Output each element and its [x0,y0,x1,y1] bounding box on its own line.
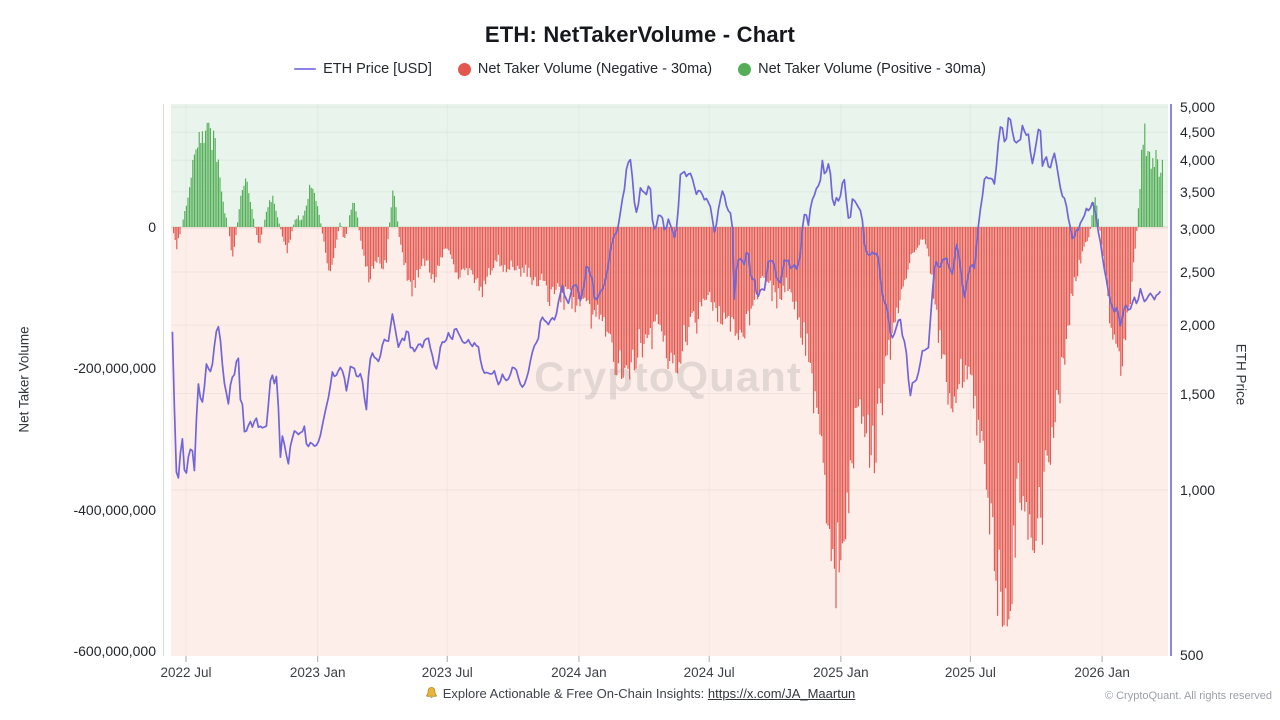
left-axis-tick-label: 0 [148,219,156,235]
right-axis-tick-label: 500 [1180,647,1204,663]
legend-item-negative-volume[interactable]: Net Taker Volume (Negative - 30ma) [457,61,713,77]
line-swatch-icon [294,68,317,70]
bell-icon [425,686,438,703]
right-axis-tick-label: 3,000 [1180,220,1216,237]
green-dot-icon [738,62,752,76]
x-axis-tick-label: 2022 Jul [160,665,212,680]
x-axis-tick-label: 2024 Jan [551,665,607,680]
page-title: ETH: NetTakerVolume - Chart [484,22,796,47]
x-axis-tick-label: 2024 Jul [683,665,735,680]
negative-volume-bars [173,227,1138,627]
legend-item-eth-price[interactable]: ETH Price [USD] [294,61,432,77]
legend-label-negative-volume: Net Taker Volume (Negative - 30ma) [477,61,713,77]
positive-zone-background [171,104,1168,227]
right-axis-tick-label: 1,000 [1180,482,1216,499]
red-dot-icon [457,62,471,76]
legend: ETH Price [USD] Net Taker Volume (Negati… [0,61,1280,77]
x-axis-tick-label: 2026 Jan [1074,665,1130,680]
cryptoquant-watermark: CryptoQuant [534,353,802,400]
right-axis-tick-label: 2,500 [1180,263,1216,280]
copyright-notice: © CryptoQuant. All rights reserved [1104,690,1272,702]
legend-label-eth-price: ETH Price [USD] [323,61,432,77]
legend-item-positive-volume[interactable]: Net Taker Volume (Positive - 30ma) [738,61,986,77]
x-axis-tick-label: 2023 Jan [289,665,346,680]
right-axis-tick-label: 4,000 [1180,152,1216,169]
positive-volume-bars [182,122,1163,227]
left-axis-tick-label: -600,000,000 [73,642,156,659]
right-axis-tick-label: 4,500 [1180,124,1216,141]
legend-label-positive-volume: Net Taker Volume (Positive - 30ma) [758,61,986,77]
right-axis-tick-label: 5,000 [1180,99,1216,115]
right-axis-tick-label: 2,000 [1180,317,1216,334]
eth-price-line [171,117,1162,479]
footer-promo: Explore Actionable & Free On-Chain Insig… [0,686,1280,703]
x-axis-tick-label: 2023 Jul [421,665,473,680]
x-axis-tick-label: 2025 Jan [813,665,869,680]
right-axis-tick-label: 3,500 [1180,183,1216,200]
x-axis-tick-label: 2025 Jul [944,665,996,680]
left-axis-tick-label: -200,000,000 [73,360,156,377]
left-axis-title: Net Taker Volume [16,326,32,433]
left-axis-tick-label: -400,000,000 [73,501,156,518]
right-axis-tick-label: 1,500 [1180,385,1216,402]
footer-promo-text: Explore Actionable & Free On-Chain Insig… [442,686,708,701]
promo-link[interactable]: https://x.com/JA_Maartun [707,686,856,701]
